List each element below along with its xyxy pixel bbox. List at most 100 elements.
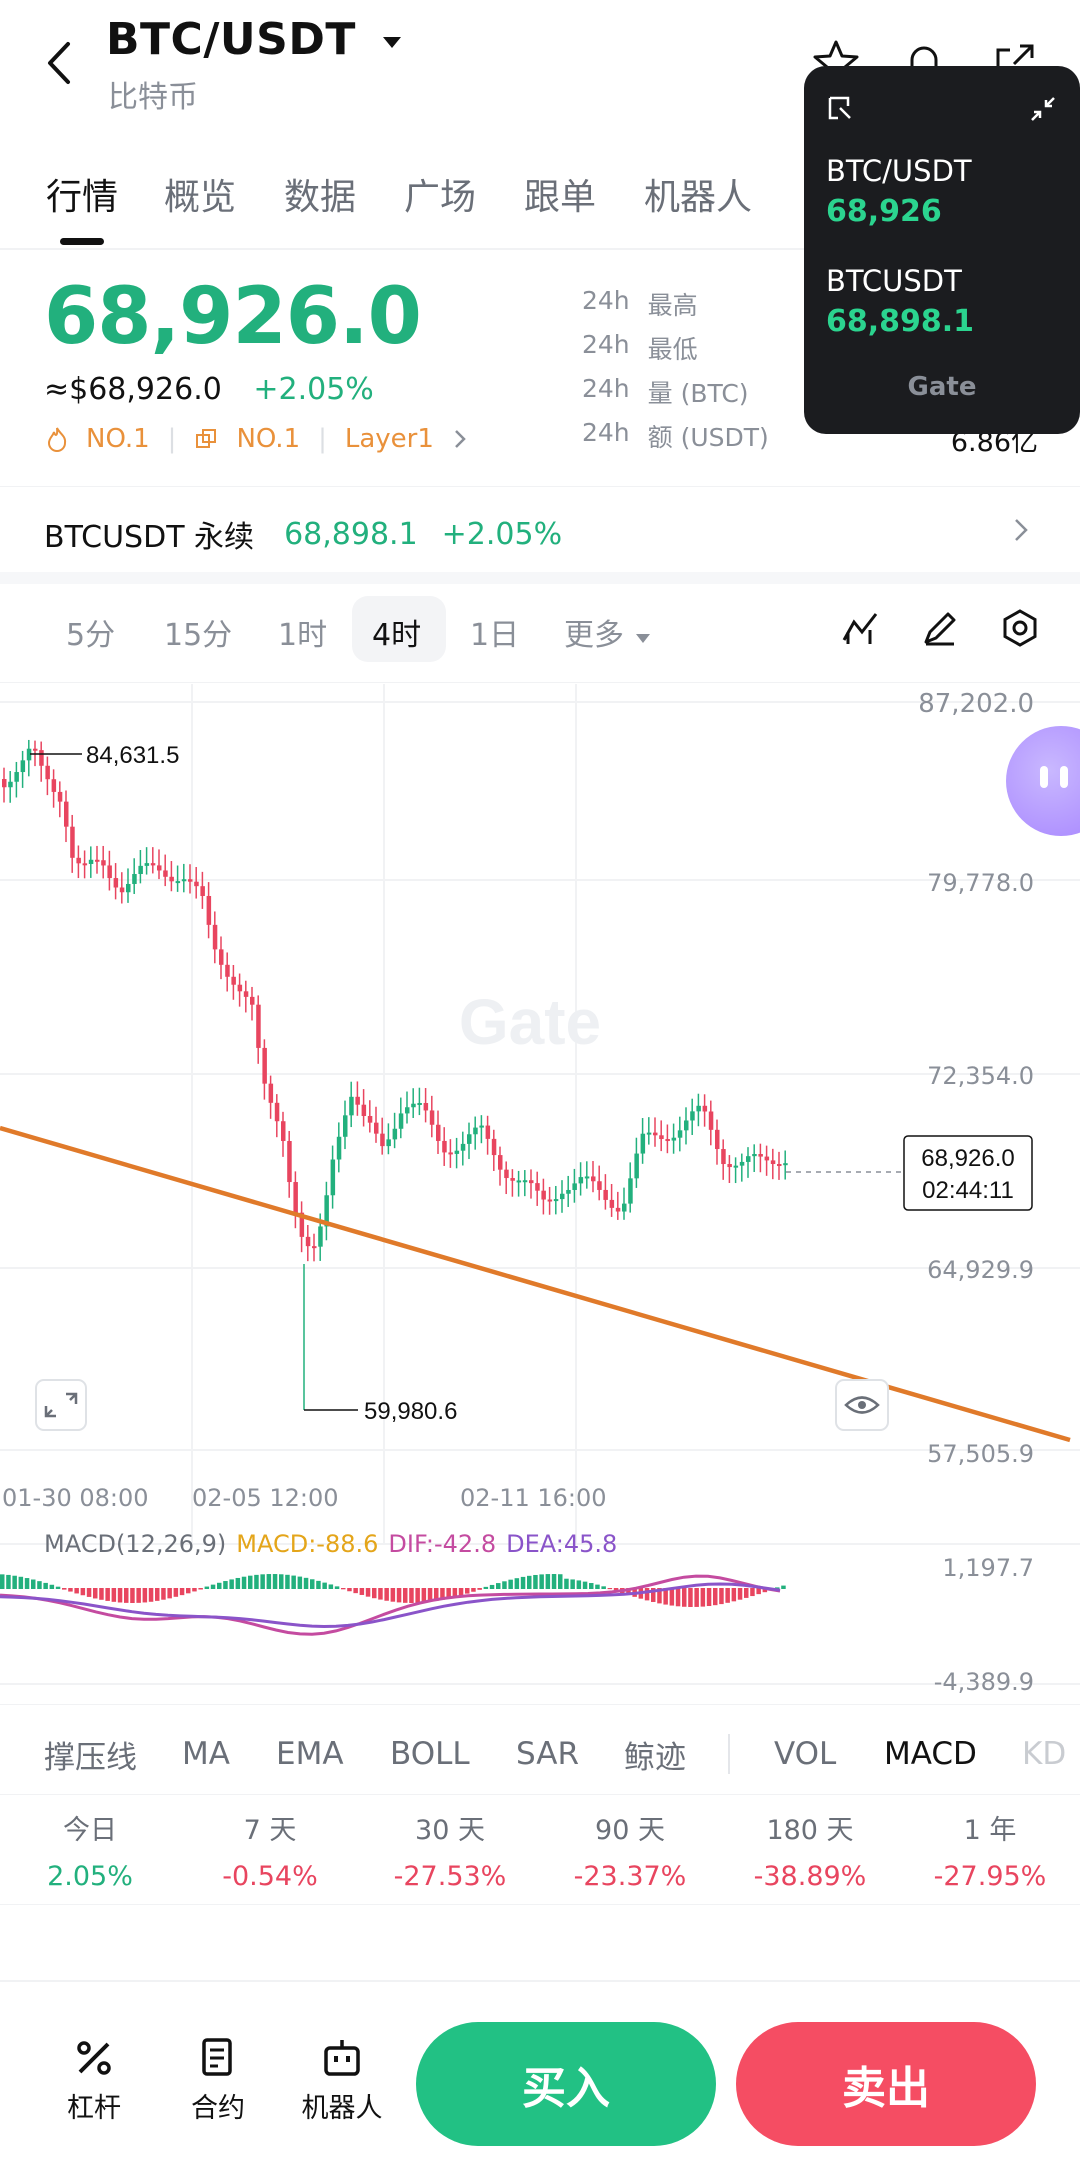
- pair-title[interactable]: BTC/USDT: [106, 14, 404, 65]
- candle-body: [746, 1156, 751, 1162]
- timeframe-1d[interactable]: 1日: [470, 618, 520, 653]
- floating-price-window[interactable]: BTC/USDT 68,926 BTCUSDT 68,898.1 Gate: [804, 66, 1080, 434]
- indicator-sar[interactable]: SAR: [516, 1736, 579, 1772]
- indicator-settings-button[interactable]: [840, 608, 880, 652]
- timeframe-5m[interactable]: 5分: [66, 618, 116, 653]
- rank-tags[interactable]: NO.1 | NO.1 | Layer1: [46, 424, 468, 454]
- tab-overview[interactable]: 概览: [164, 177, 237, 218]
- indicator-kd[interactable]: KD: [1022, 1736, 1067, 1772]
- candle-body: [45, 765, 50, 780]
- macd-bar: [781, 1585, 786, 1589]
- macd-label: MACD(12,26,9): [44, 1530, 227, 1558]
- candle-body: [752, 1154, 757, 1157]
- divider: [0, 1704, 1080, 1705]
- pip-icon: [828, 96, 851, 120]
- section-gap: [0, 572, 1080, 584]
- candle-body: [628, 1178, 633, 1204]
- y-tick-label: 79,778.0: [927, 869, 1034, 897]
- indicator-ema[interactable]: EMA: [276, 1736, 344, 1772]
- bot-label: 机器人: [301, 2093, 383, 2124]
- macd-bar: [465, 1588, 470, 1594]
- candle-body: [200, 886, 205, 896]
- macd-bar: [744, 1588, 749, 1598]
- timeframe-more[interactable]: 更多: [564, 610, 652, 654]
- price-chart[interactable]: Gate 84,631.5 59,980.6 87,202.0 79,778.0…: [0, 684, 1080, 1704]
- tab-market[interactable]: 行情: [46, 177, 119, 218]
- indicator-boll[interactable]: BOLL: [390, 1736, 470, 1772]
- drawing-tool-button[interactable]: [920, 608, 960, 652]
- perpetual-chevron[interactable]: [1012, 516, 1030, 548]
- candle-body: [615, 1207, 621, 1212]
- indicator-support-resistance[interactable]: 撑压线: [44, 1739, 137, 1776]
- chart-settings-button[interactable]: [1000, 608, 1040, 652]
- macd-bar: [99, 1588, 104, 1600]
- macd-bar: [471, 1588, 476, 1592]
- stat-label: 量 (BTC): [647, 379, 749, 408]
- candle-body: [119, 887, 125, 893]
- candle-body: [727, 1164, 732, 1168]
- macd-bar: [68, 1588, 73, 1592]
- pair-subtitle: 比特币: [108, 80, 198, 115]
- macd-bar: [558, 1574, 563, 1589]
- perpetual-change: +2.05%: [441, 516, 563, 552]
- candle-body: [82, 863, 88, 866]
- candle-body: [336, 1136, 342, 1160]
- alert-bell-button[interactable]: [900, 38, 948, 90]
- stat-label: 最低: [647, 335, 698, 364]
- indicator-macd[interactable]: MACD: [884, 1736, 977, 1772]
- stat-period: 24h: [582, 286, 630, 315]
- return-value: -27.95%: [933, 1861, 1047, 1892]
- timeframe-15m[interactable]: 15分: [164, 618, 233, 653]
- indicator-vol[interactable]: VOL: [774, 1736, 837, 1772]
- macd-bar: [124, 1588, 129, 1603]
- indicator-ma[interactable]: MA: [182, 1736, 230, 1772]
- macd-dif-line: [0, 1574, 781, 1636]
- indicator-whale[interactable]: 鲸迹: [624, 1739, 686, 1776]
- popup-pair-2: BTCUSDT: [826, 264, 962, 298]
- candle-body: [299, 1212, 305, 1237]
- candle-body: [566, 1189, 571, 1194]
- candle-body: [423, 1102, 429, 1111]
- timeframe-1h[interactable]: 1时: [278, 618, 328, 653]
- candle-body: [479, 1125, 484, 1128]
- trend-line: [0, 1125, 1071, 1443]
- return-value: -38.89%: [753, 1861, 867, 1892]
- candle-body: [659, 1135, 664, 1140]
- contract-button[interactable]: 合约: [168, 2030, 268, 2125]
- macd-bar: [6, 1574, 11, 1589]
- perpetual-row[interactable]: BTCUSDT 永续 68,898.1 +2.05%: [44, 512, 562, 556]
- candle-body: [2, 779, 7, 788]
- candle-body: [708, 1111, 714, 1130]
- tab-square[interactable]: 广场: [404, 177, 477, 218]
- macd-bar: [18, 1576, 24, 1589]
- bot-button[interactable]: 机器人: [292, 2030, 392, 2125]
- macd-bar: [31, 1579, 36, 1589]
- macd-bar: [675, 1588, 681, 1607]
- settings-hexagon-icon: [1003, 609, 1037, 647]
- macd-bar: [694, 1588, 699, 1607]
- candle-body: [237, 984, 243, 992]
- candle-body: [70, 826, 75, 858]
- tab-copy-trading[interactable]: 跟单: [524, 177, 597, 218]
- macd-bar: [669, 1588, 675, 1606]
- buy-button[interactable]: 买入: [416, 2022, 716, 2146]
- macd-bar: [446, 1588, 451, 1599]
- candle-body: [677, 1130, 683, 1138]
- document-icon: [202, 2038, 232, 2076]
- leverage-button[interactable]: 杠杆: [44, 2030, 144, 2125]
- popup-pair-1: BTC/USDT: [826, 154, 972, 188]
- macd-bar: [167, 1588, 172, 1599]
- sell-button[interactable]: 卖出: [736, 2022, 1036, 2146]
- candle-body: [349, 1096, 354, 1116]
- macd-bar: [396, 1588, 402, 1603]
- macd-bar: [564, 1578, 569, 1589]
- macd-bar: [74, 1588, 79, 1594]
- tab-data[interactable]: 数据: [284, 177, 357, 218]
- macd-bar: [440, 1588, 445, 1600]
- candle-body: [219, 949, 224, 965]
- tab-bot[interactable]: 机器人: [644, 177, 753, 218]
- timeframe-4h[interactable]: 4时: [372, 618, 422, 653]
- back-button[interactable]: [40, 38, 84, 88]
- divider: [0, 486, 1080, 487]
- candle-body: [522, 1180, 528, 1183]
